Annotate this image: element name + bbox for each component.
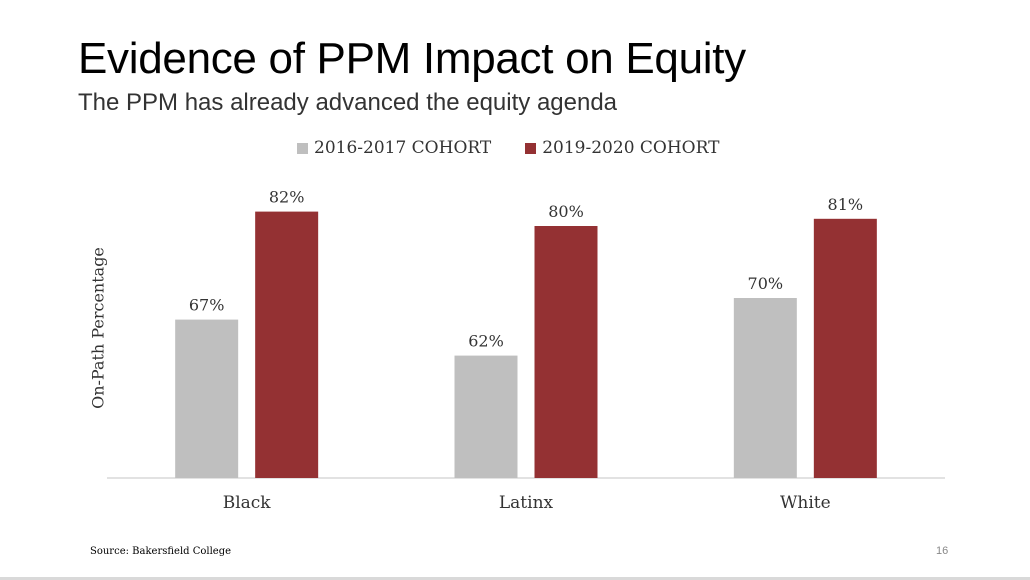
bar-latinx-series-1 — [454, 355, 518, 478]
slide-title: Evidence of PPM Impact on Equity — [78, 34, 746, 83]
data-label-black-series-1: 67% — [189, 296, 225, 315]
legend-swatch-2019-2020 — [525, 142, 537, 154]
slide-bottom-rule — [0, 577, 1030, 580]
x-tick-label-black: Black — [223, 493, 272, 513]
bar-latinx-series-2 — [534, 226, 598, 478]
data-label-latinx-series-1: 62% — [468, 332, 504, 351]
source-note: Source: Bakersfield College — [90, 546, 232, 557]
legend-item-2016-2017: 2016-2017 COHORT — [297, 138, 491, 158]
bar-white-series-2 — [813, 218, 877, 479]
data-label-white-series-2: 81% — [828, 195, 864, 214]
legend-swatch-2016-2017 — [297, 142, 308, 154]
bar-white-series-1 — [733, 298, 797, 478]
bar-black-series-1 — [175, 319, 239, 478]
slide-subtitle: The PPM has already advanced the equity … — [78, 89, 618, 116]
data-label-white-series-1: 70% — [748, 274, 784, 293]
page-number: 16 — [936, 545, 949, 557]
bar-black-series-2 — [255, 211, 319, 478]
x-tick-label-white: White — [780, 493, 831, 513]
chart-legend: 2016-2017 COHORT 2019-2020 COHORT — [297, 138, 753, 158]
x-tick-label-latinx: Latinx — [499, 493, 554, 513]
data-label-black-series-2: 82% — [269, 188, 305, 207]
data-label-latinx-series-2: 80% — [548, 202, 584, 221]
legend-item-2019-2020: 2019-2020 COHORT — [525, 138, 719, 158]
legend-label-2019-2020: 2019-2020 COHORT — [542, 138, 720, 158]
legend-label-2016-2017: 2016-2017 COHORT — [314, 138, 492, 158]
